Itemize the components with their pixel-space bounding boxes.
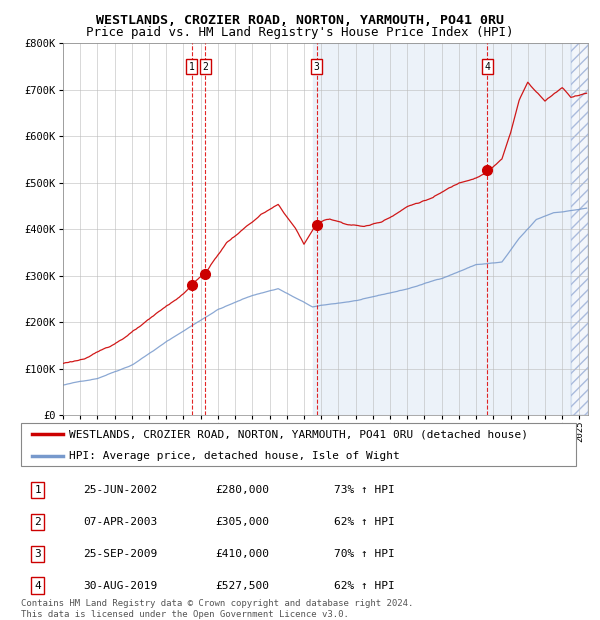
Text: 4: 4	[485, 61, 490, 72]
Text: £280,000: £280,000	[215, 485, 269, 495]
Text: 4: 4	[34, 580, 41, 590]
Text: 1: 1	[34, 485, 41, 495]
Text: 30-AUG-2019: 30-AUG-2019	[83, 580, 157, 590]
Text: 1: 1	[189, 61, 194, 72]
Text: HPI: Average price, detached house, Isle of Wight: HPI: Average price, detached house, Isle…	[69, 451, 400, 461]
Text: Contains HM Land Registry data © Crown copyright and database right 2024.
This d: Contains HM Land Registry data © Crown c…	[21, 600, 413, 619]
Bar	[571, 43, 588, 415]
Text: WESTLANDS, CROZIER ROAD, NORTON, YARMOUTH, PO41 0RU: WESTLANDS, CROZIER ROAD, NORTON, YARMOUT…	[96, 14, 504, 27]
Text: 73% ↑ HPI: 73% ↑ HPI	[334, 485, 395, 495]
Text: 62% ↑ HPI: 62% ↑ HPI	[334, 580, 395, 590]
Text: £410,000: £410,000	[215, 549, 269, 559]
Text: 2: 2	[202, 61, 208, 72]
Text: 62% ↑ HPI: 62% ↑ HPI	[334, 517, 395, 527]
Text: 07-APR-2003: 07-APR-2003	[83, 517, 157, 527]
Text: 2: 2	[34, 517, 41, 527]
Text: WESTLANDS, CROZIER ROAD, NORTON, YARMOUTH, PO41 0RU (detached house): WESTLANDS, CROZIER ROAD, NORTON, YARMOUT…	[69, 429, 528, 439]
Bar	[571, 43, 588, 415]
Text: £527,500: £527,500	[215, 580, 269, 590]
Text: Price paid vs. HM Land Registry's House Price Index (HPI): Price paid vs. HM Land Registry's House …	[86, 26, 514, 39]
Text: 3: 3	[34, 549, 41, 559]
Text: £305,000: £305,000	[215, 517, 269, 527]
Text: 3: 3	[314, 61, 319, 72]
Text: 25-JUN-2002: 25-JUN-2002	[83, 485, 157, 495]
Text: 70% ↑ HPI: 70% ↑ HPI	[334, 549, 395, 559]
Text: 25-SEP-2009: 25-SEP-2009	[83, 549, 157, 559]
Bar	[313, 43, 571, 415]
